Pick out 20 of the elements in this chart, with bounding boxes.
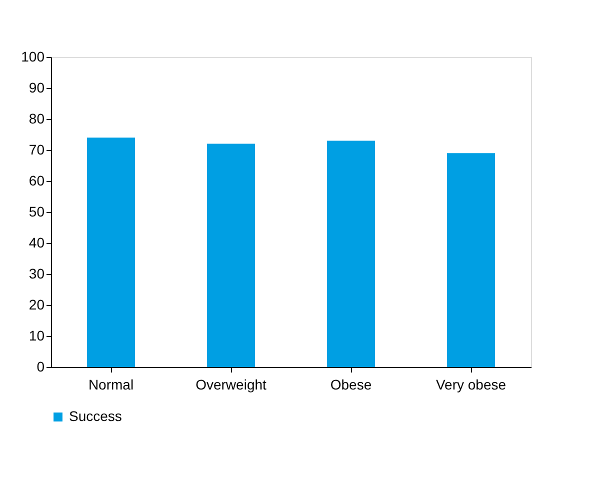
bar: [327, 140, 375, 367]
bar: [447, 153, 495, 367]
x-tick-label: Obese: [330, 376, 372, 392]
y-tick-label: 0: [36, 358, 45, 374]
y-tick-label: 100: [21, 48, 45, 64]
bar: [207, 144, 255, 367]
y-tick-label: 50: [28, 204, 45, 220]
x-tick-label: Normal: [88, 376, 134, 392]
y-tick-label: 30: [28, 266, 45, 282]
legend-label: Success: [69, 408, 122, 424]
y-tick-label: 90: [28, 80, 45, 96]
x-tick-label: Very obese: [436, 376, 506, 392]
y-tick-label: 40: [28, 234, 45, 250]
y-tick-label: 20: [28, 296, 45, 312]
x-tick-label: Overweight: [196, 376, 267, 392]
bar: [87, 138, 135, 367]
y-tick-label: 10: [28, 328, 45, 344]
y-tick-label: 80: [28, 110, 45, 126]
y-tick-label: 70: [28, 142, 45, 158]
y-tick-label: 60: [28, 172, 45, 188]
